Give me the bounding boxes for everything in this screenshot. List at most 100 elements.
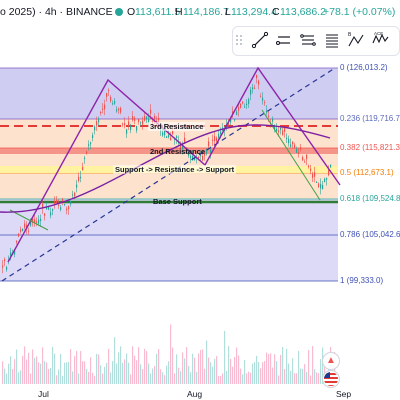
- volume-bar: [240, 368, 242, 384]
- candle-body: [308, 165, 310, 168]
- candle-body: [200, 155, 202, 157]
- candle-body: [118, 108, 120, 111]
- volume-bar: [182, 352, 184, 384]
- candle-body: [86, 151, 88, 154]
- support-resistance-label: Support -> Resistance -> Support: [113, 165, 237, 174]
- price-chart[interactable]: [0, 54, 400, 400]
- volume-bar: [162, 372, 164, 384]
- candle-body: [176, 136, 178, 138]
- market-status-dot: [115, 8, 123, 16]
- candle-body: [100, 111, 102, 113]
- parallel-channel-icon[interactable]: [299, 31, 317, 49]
- trend-line-icon[interactable]: [251, 31, 269, 49]
- candle-body: [248, 99, 250, 104]
- volume-bar: [54, 353, 56, 384]
- candle-body: [136, 125, 138, 131]
- volume-bar: [6, 373, 8, 384]
- volume-bar: [138, 347, 140, 384]
- candle-body: [112, 103, 114, 105]
- fib-levels-icon[interactable]: [323, 31, 341, 49]
- candle-body: [172, 131, 174, 135]
- horizontal-lines-icon[interactable]: [275, 31, 293, 49]
- candle-body: [148, 118, 150, 124]
- candle-body: [18, 233, 20, 237]
- volume-bar: [100, 365, 102, 384]
- candle-body: [22, 229, 24, 231]
- candle-body: [62, 199, 64, 203]
- candle-body: [290, 144, 292, 147]
- fib-level-label-6: 1 (99,333.0): [340, 276, 384, 285]
- volume-bar: [36, 356, 38, 384]
- volume-bar: [214, 358, 216, 384]
- volume-bar: [12, 368, 14, 384]
- candle-body: [120, 107, 122, 113]
- volume-bar: [68, 361, 70, 384]
- volume-bar: [92, 372, 94, 384]
- candle-body: [24, 223, 26, 228]
- volume-bar: [126, 353, 128, 384]
- volume-bar: [294, 373, 296, 384]
- volume-bar: [130, 374, 132, 384]
- candle-body: [40, 218, 42, 221]
- volume-bar: [306, 371, 308, 384]
- volume-bar: [102, 373, 104, 384]
- candle-body: [34, 219, 36, 223]
- candle-body: [44, 213, 46, 216]
- candle-body: [90, 142, 92, 145]
- volume-bar: [144, 348, 146, 384]
- candle-body: [146, 116, 148, 119]
- candle-body: [2, 265, 4, 268]
- volume-bar: [136, 360, 138, 384]
- candle-body: [154, 116, 156, 119]
- flame-event-icon[interactable]: ▲: [322, 352, 340, 370]
- symbol-title[interactable]: o 2025) · 4h · BINANCE: [0, 6, 113, 18]
- volume-bar: [2, 361, 4, 384]
- abcde-pattern-icon[interactable]: ACE: [371, 31, 389, 49]
- volume-bar: [270, 353, 272, 384]
- volume-bar: [324, 356, 326, 384]
- volume-bar: [20, 370, 22, 384]
- volume-bar: [268, 354, 270, 384]
- candle-body: [166, 136, 168, 138]
- candle-body: [126, 129, 128, 134]
- volume-bar: [212, 366, 214, 384]
- volume-bar: [118, 352, 120, 384]
- volume-bar: [232, 366, 234, 384]
- candle-body: [30, 221, 32, 226]
- candle-body: [280, 127, 282, 130]
- volume-bar: [98, 354, 100, 384]
- ohlc-open-label: O: [127, 6, 136, 18]
- candle-body: [128, 121, 130, 126]
- candle-body: [298, 152, 300, 154]
- svg-text:B: B: [348, 32, 352, 38]
- abc-pattern-icon[interactable]: B: [347, 31, 365, 49]
- candle-body: [206, 149, 208, 154]
- x-axis-label-sep: Sep: [336, 389, 352, 399]
- candle-body: [260, 96, 262, 98]
- volume-bar: [278, 375, 280, 384]
- volume-bar: [190, 372, 192, 384]
- volume-bar: [146, 351, 148, 384]
- candle-body: [194, 157, 196, 161]
- candle-body: [144, 115, 146, 121]
- volume-bar: [282, 347, 284, 384]
- volume-bar: [252, 363, 254, 384]
- volume-bar: [200, 350, 202, 384]
- us-flag-event-icon[interactable]: [322, 370, 340, 388]
- volume-bar: [26, 359, 28, 384]
- volume-bar: [82, 361, 84, 384]
- volume-bar: [8, 363, 10, 384]
- volume-bar: [148, 363, 150, 384]
- volume-bar: [108, 348, 110, 384]
- candle-body: [48, 206, 50, 210]
- volume-bar: [280, 354, 282, 384]
- candle-body: [262, 97, 264, 101]
- candle-body: [110, 97, 112, 102]
- volume-bar: [40, 363, 42, 384]
- toolbar-handle-icon[interactable]: [235, 31, 243, 49]
- volume-bar: [44, 361, 46, 384]
- candle-body: [324, 178, 326, 182]
- volume-bar: [104, 366, 106, 384]
- candle-body: [228, 123, 230, 125]
- candle-body: [4, 259, 6, 262]
